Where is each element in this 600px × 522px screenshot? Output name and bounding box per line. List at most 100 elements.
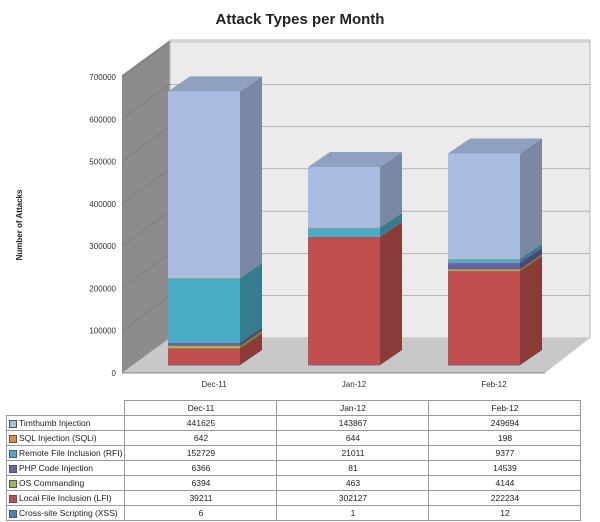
bar-side-Feb-12 bbox=[520, 244, 542, 264]
bar-side-Jan-12 bbox=[380, 152, 402, 228]
table-cell: 152729 bbox=[124, 445, 278, 461]
table-row: Timthumb Injection 441625 143867 249694 bbox=[5, 415, 582, 431]
bar-front-Feb-12 bbox=[448, 271, 520, 365]
column-header: Dec-11 bbox=[124, 400, 278, 416]
legend-swatch bbox=[9, 449, 17, 458]
legend-swatch bbox=[9, 494, 17, 503]
bar-side-Jan-12 bbox=[380, 222, 402, 238]
gridline-left bbox=[121, 84, 171, 120]
y-tick-label: 300000 bbox=[89, 242, 116, 251]
y-tick-label: 700000 bbox=[89, 73, 116, 82]
table-cell: 644 bbox=[276, 430, 430, 446]
series-name: PHP Code Injection bbox=[19, 463, 94, 473]
y-tick-label: 200000 bbox=[89, 284, 116, 293]
bar-front-Feb-12 bbox=[448, 364, 520, 366]
chart-title: Attack Types per Month bbox=[216, 11, 385, 28]
bar-front-Dec-11 bbox=[168, 348, 240, 365]
table-row: Local File Inclusion (LFI) 39211 302127 222… bbox=[5, 490, 582, 506]
table-cell: 1 bbox=[276, 505, 430, 521]
gridline-left bbox=[121, 41, 171, 78]
table-cell: 9377 bbox=[428, 445, 582, 461]
bar-top-Jan-12 bbox=[308, 152, 402, 168]
y-tick-label: 500000 bbox=[89, 158, 116, 167]
y-tick-label: 0 bbox=[112, 369, 117, 378]
bar-front-Jan-12 bbox=[308, 364, 380, 366]
bar-front-Dec-11 bbox=[168, 364, 240, 366]
table-cell: 12 bbox=[428, 505, 582, 521]
y-tick-label: 600000 bbox=[89, 115, 116, 124]
bar-front-Dec-11 bbox=[168, 278, 240, 344]
table-row: PHP Code Injection 6366 81 14539 bbox=[5, 460, 582, 476]
bar-front-Dec-11 bbox=[168, 345, 240, 349]
series-name: SQL Injection (SQLi) bbox=[19, 433, 97, 443]
bar-side-Dec-11 bbox=[240, 333, 262, 365]
table-cell: 81 bbox=[276, 460, 430, 476]
bar-front-Jan-12 bbox=[308, 237, 380, 365]
table-cell: 4144 bbox=[428, 475, 582, 491]
bar-top-Dec-11 bbox=[168, 76, 262, 92]
bar-side-Dec-11 bbox=[240, 330, 262, 349]
bar-side-Jan-12 bbox=[380, 349, 402, 365]
bar-front-Feb-12 bbox=[448, 259, 520, 264]
gridline-left bbox=[121, 253, 171, 289]
table-cell: 39211 bbox=[124, 490, 278, 506]
bar-front-Dec-11 bbox=[168, 91, 240, 279]
x-tick-label: Dec-11 bbox=[201, 380, 227, 389]
table-cell: 302127 bbox=[276, 490, 430, 506]
table-cell: 6366 bbox=[124, 460, 278, 476]
left-wall bbox=[122, 40, 170, 373]
table-cell: 198 bbox=[428, 430, 582, 446]
table-cell: 21011 bbox=[276, 445, 430, 461]
bar-side-Jan-12 bbox=[380, 222, 402, 365]
chart-svg: Attack Types per Month Number of Attacks… bbox=[15, 11, 591, 389]
bar-side-Dec-11 bbox=[240, 263, 262, 344]
legend-swatch bbox=[9, 509, 17, 518]
data-table: Dec-11 Jan-12 Feb-12 Timthumb Injection 4416… bbox=[5, 400, 582, 521]
series-name: Local File Inclusion (LFI) bbox=[19, 493, 112, 503]
bar-front-Feb-12 bbox=[448, 259, 520, 260]
gridline-left bbox=[121, 295, 171, 331]
bar-side-Feb-12 bbox=[520, 248, 542, 270]
bar-front-Dec-11 bbox=[168, 278, 240, 279]
bar-front-Dec-11 bbox=[168, 343, 240, 346]
bar-front-Jan-12 bbox=[308, 227, 380, 229]
table-cell: 441625 bbox=[124, 415, 278, 431]
table-cell: 463 bbox=[276, 475, 430, 491]
table-cell: 143867 bbox=[276, 415, 430, 431]
bar-side-Feb-12 bbox=[520, 244, 542, 260]
table-row: Cross-site Scripting (XSS) 6 1 12 bbox=[5, 505, 582, 521]
bar-side-Jan-12 bbox=[380, 212, 402, 229]
legend-swatch bbox=[9, 479, 17, 488]
bar-side-Dec-11 bbox=[240, 349, 262, 365]
bar-side-Feb-12 bbox=[520, 138, 542, 260]
y-tick-label: 400000 bbox=[89, 200, 116, 209]
bar-side-Feb-12 bbox=[520, 254, 542, 272]
column-header: Feb-12 bbox=[428, 400, 582, 416]
table-cell: 222234 bbox=[428, 490, 582, 506]
bar-front-Feb-12 bbox=[448, 153, 520, 260]
series-name: Remote File Inclusion (RFI) bbox=[19, 448, 123, 458]
gridline-left bbox=[121, 168, 171, 205]
bar-top-Feb-12 bbox=[448, 138, 542, 154]
bar-side-Dec-11 bbox=[240, 263, 262, 279]
bar-front-Jan-12 bbox=[308, 237, 380, 238]
column-header: Jan-12 bbox=[276, 400, 430, 416]
table-cell: 6 bbox=[124, 505, 278, 521]
gridline-left bbox=[121, 210, 171, 247]
series-name: Timthumb Injection bbox=[19, 418, 91, 428]
table-cell: 14539 bbox=[428, 460, 582, 476]
legend-swatch bbox=[9, 464, 17, 473]
bar-side-Jan-12 bbox=[380, 222, 402, 238]
bar-front-Feb-12 bbox=[448, 269, 520, 272]
x-tick-label: Feb-12 bbox=[481, 380, 507, 389]
table-row: SQL Injection (SQLi) 642 644 198 bbox=[5, 430, 582, 446]
bar-side-Dec-11 bbox=[240, 76, 262, 279]
series-name: OS Commanding bbox=[19, 478, 85, 488]
bar-side-Feb-12 bbox=[520, 349, 542, 365]
table-cell: 642 bbox=[124, 430, 278, 446]
bar-front-Feb-12 bbox=[448, 263, 520, 270]
bar-side-Jan-12 bbox=[380, 213, 402, 238]
bar-side-Feb-12 bbox=[520, 256, 542, 365]
table-cell: 249694 bbox=[428, 415, 582, 431]
